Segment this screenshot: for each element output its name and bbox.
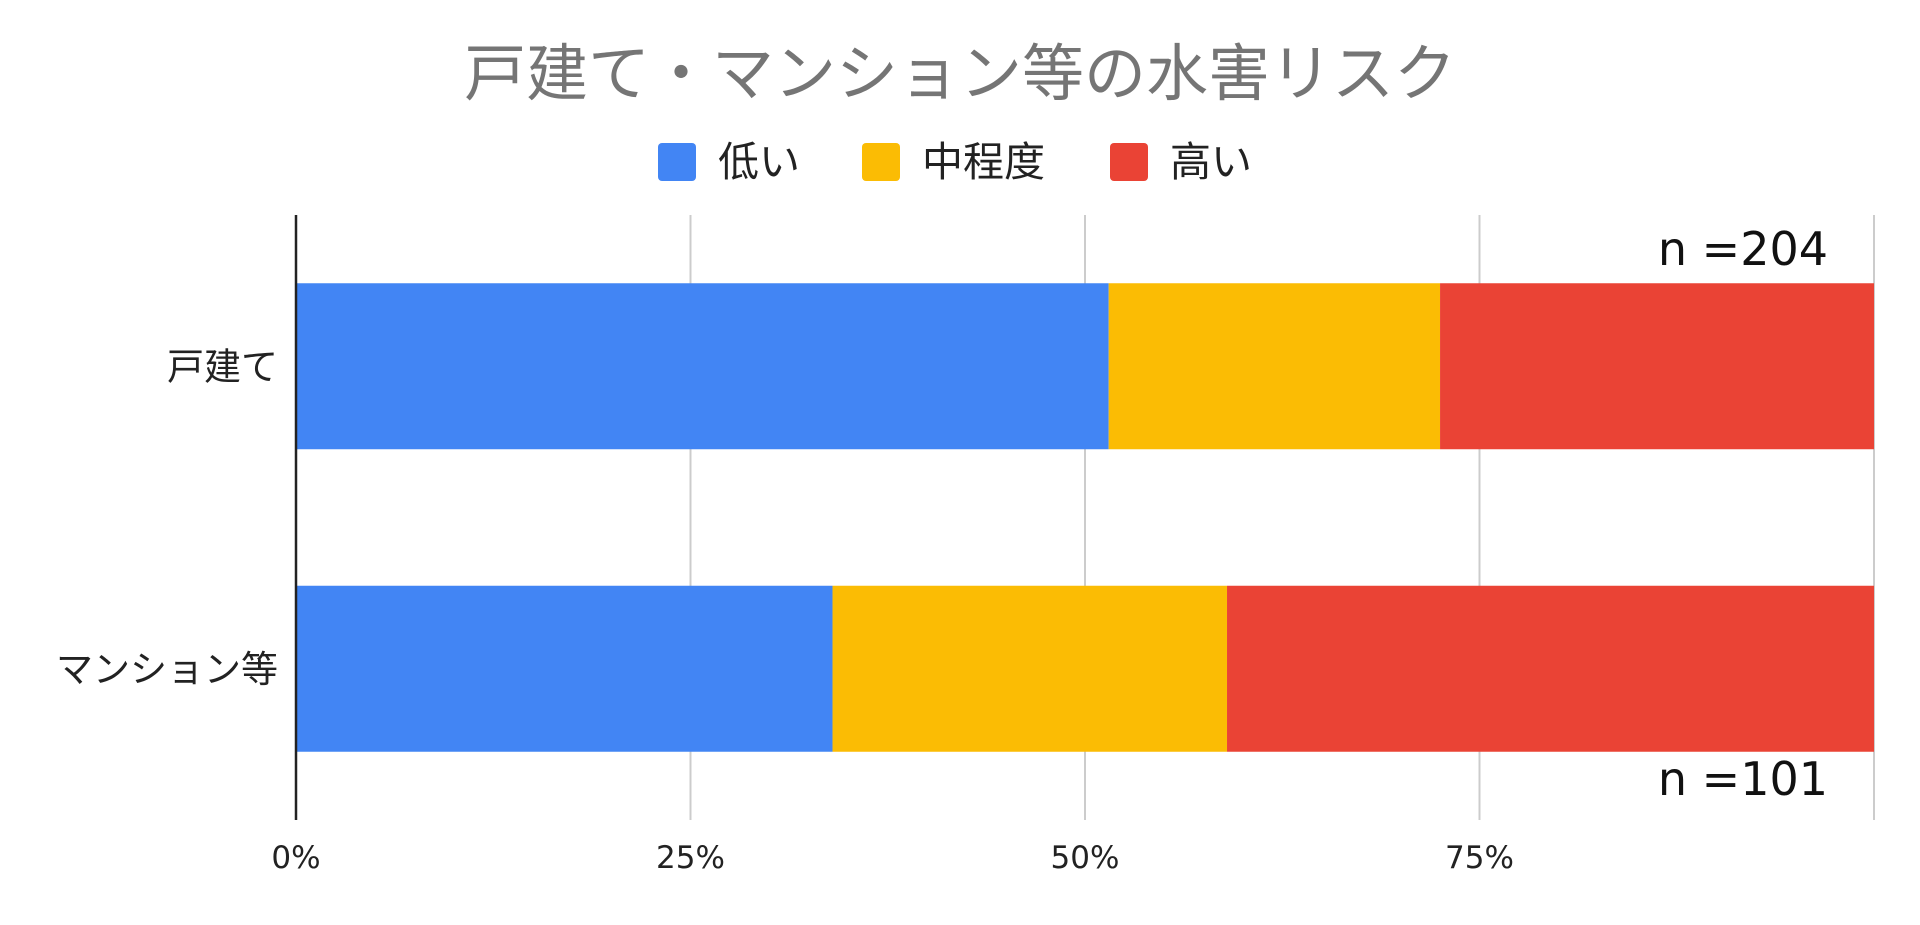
annotation-n-bottom: n =101 (1658, 752, 1828, 806)
x-tick-labels: 0% 25% 50% 75% (271, 840, 1514, 876)
bar-segment (296, 283, 1109, 450)
x-tick-label: 75% (1445, 840, 1514, 876)
legend-swatch (658, 143, 696, 181)
bar-segment (832, 585, 1228, 752)
bar-segment (1227, 585, 1874, 752)
category-label: 戸建て (167, 345, 278, 388)
legend-swatch (862, 143, 900, 181)
x-tick-label: 0% (271, 840, 320, 876)
legend-swatch (1110, 143, 1148, 181)
legend-label: 中程度 (922, 138, 1045, 186)
legend: 低い 中程度 高い (658, 138, 1252, 186)
bars (296, 283, 1874, 752)
category-label: マンション等 (56, 648, 278, 691)
annotation-n-top: n =204 (1658, 222, 1828, 276)
bar-segment (1440, 283, 1874, 450)
chart-title: 戸建て・マンション等の水害リスク (464, 37, 1456, 110)
legend-label: 高い (1170, 138, 1252, 186)
legend-label: 低い (718, 138, 800, 186)
bar-segment (1108, 283, 1441, 450)
bar-segment (296, 585, 833, 752)
x-tick-label: 25% (656, 840, 725, 876)
x-tick-label: 50% (1051, 840, 1120, 876)
